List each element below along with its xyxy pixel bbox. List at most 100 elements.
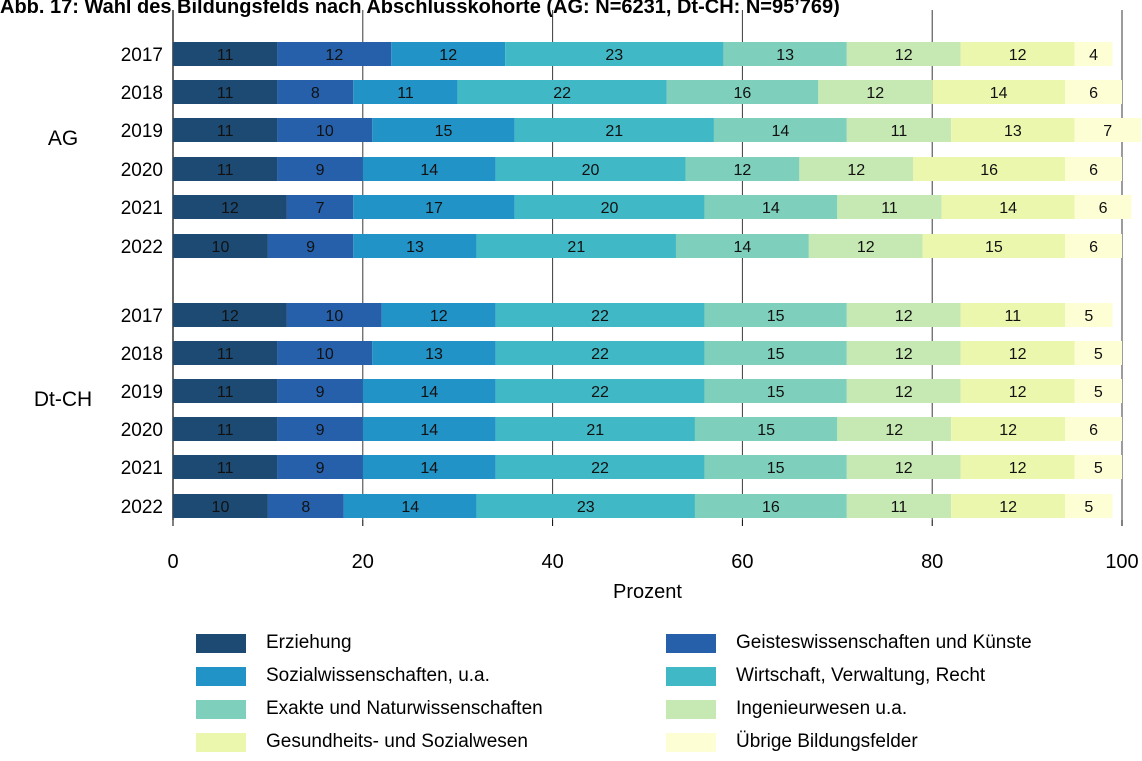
data-label: 11 (397, 85, 414, 102)
bar-segment (1074, 42, 1113, 66)
bar-segment (1074, 455, 1122, 479)
data-label: 6 (1099, 200, 1108, 217)
bar-segment (277, 157, 363, 181)
legend-item: Übrige Bildungsfelder (666, 727, 918, 757)
data-label: 12 (895, 47, 913, 64)
data-label: 4 (1089, 47, 1098, 64)
bar-segment (837, 417, 952, 441)
bar-segment (846, 379, 961, 403)
data-label: 12 (895, 346, 913, 363)
bar-segment (941, 195, 1075, 219)
legend-item: Ingenieurwesen u.a. (666, 694, 907, 724)
legend-item: Sozialwissenschaften, u.a. (196, 661, 490, 691)
data-label: 11 (217, 384, 234, 401)
year-label: 2022 (121, 237, 163, 258)
bar-segment (1074, 341, 1122, 365)
bar-segment (277, 417, 363, 441)
data-label: 16 (734, 85, 752, 102)
bar-segment (173, 42, 278, 66)
data-label: 12 (895, 460, 913, 477)
data-label: 9 (316, 384, 325, 401)
data-label: 11 (217, 47, 234, 64)
bar-segment (173, 195, 287, 219)
data-label: 12 (1009, 47, 1027, 64)
bar-segment (173, 303, 287, 327)
data-label: 12 (866, 85, 884, 102)
bar-segment (173, 341, 278, 365)
legend-label: Übrige Bildungsfelder (736, 731, 918, 752)
legend-item: Erziehung (196, 628, 352, 658)
bar-segment (1074, 195, 1132, 219)
bar-segment (960, 455, 1075, 479)
bar-segment (381, 303, 496, 327)
bar-segment (846, 303, 961, 327)
bar-segment (1074, 118, 1141, 142)
bar-segment (267, 234, 354, 258)
bar-segment (267, 494, 344, 518)
bar-segment (277, 118, 373, 142)
bar-segment (173, 455, 278, 479)
bar-segment (666, 80, 819, 104)
data-label: 15 (767, 384, 785, 401)
legend-label: Erziehung (266, 632, 352, 653)
data-label: 8 (301, 499, 310, 516)
group-label: Dt-CH (34, 388, 92, 411)
legend-swatch (196, 732, 246, 752)
bar-segment (1065, 494, 1113, 518)
bar-segment (951, 494, 1066, 518)
bar-segment (694, 494, 847, 518)
bar-segment (495, 157, 686, 181)
data-label: 16 (980, 162, 998, 179)
data-label: 22 (591, 346, 609, 363)
bar-segment (1065, 234, 1122, 258)
data-label: 11 (217, 346, 234, 363)
bar-segment (932, 80, 1066, 104)
data-label: 5 (1084, 499, 1093, 516)
data-label: 6 (1089, 85, 1098, 102)
bar-segment (704, 303, 847, 327)
data-label: 12 (325, 47, 343, 64)
bar-segment (685, 157, 800, 181)
data-label: 22 (591, 308, 609, 325)
data-label: 13 (406, 239, 424, 256)
bar-segment (476, 234, 676, 258)
legend-label: Exakte und Naturwissenschaften (266, 698, 543, 719)
data-label: 9 (306, 239, 315, 256)
data-label: 10 (325, 308, 343, 325)
data-label: 12 (895, 384, 913, 401)
year-label: 2021 (121, 198, 163, 219)
bar-segment (476, 494, 695, 518)
bar-segment (922, 234, 1066, 258)
data-label: 15 (435, 123, 453, 140)
year-label: 2019 (121, 121, 163, 142)
x-tick-label: 60 (731, 551, 753, 573)
data-label: 10 (212, 239, 230, 256)
data-label: 15 (757, 422, 775, 439)
data-label: 12 (439, 47, 457, 64)
x-tick-label: 100 (1105, 551, 1138, 573)
bar-segment (277, 80, 354, 104)
legend-label: Wirtschaft, Verwaltung, Recht (736, 665, 986, 686)
bar-segment (343, 494, 477, 518)
data-label: 12 (221, 308, 239, 325)
year-label: 2017 (121, 306, 163, 327)
legend-swatch (666, 633, 716, 653)
bar-segment (277, 455, 363, 479)
bar-segment (277, 341, 373, 365)
data-label: 12 (734, 162, 752, 179)
data-label: 23 (577, 499, 595, 516)
year-label: 2017 (121, 45, 163, 66)
data-label: 5 (1094, 346, 1103, 363)
data-label: 11 (217, 422, 234, 439)
bar-segment (173, 234, 268, 258)
bar-segment (913, 157, 1066, 181)
data-label: 6 (1089, 239, 1098, 256)
year-label: 2021 (121, 458, 163, 479)
data-label: 15 (985, 239, 1003, 256)
bar-segment (1065, 303, 1113, 327)
data-label: 8 (311, 85, 320, 102)
data-label: 5 (1094, 384, 1103, 401)
bar-segment (1065, 157, 1122, 181)
bar-segment (818, 80, 933, 104)
bar-segment (846, 118, 952, 142)
